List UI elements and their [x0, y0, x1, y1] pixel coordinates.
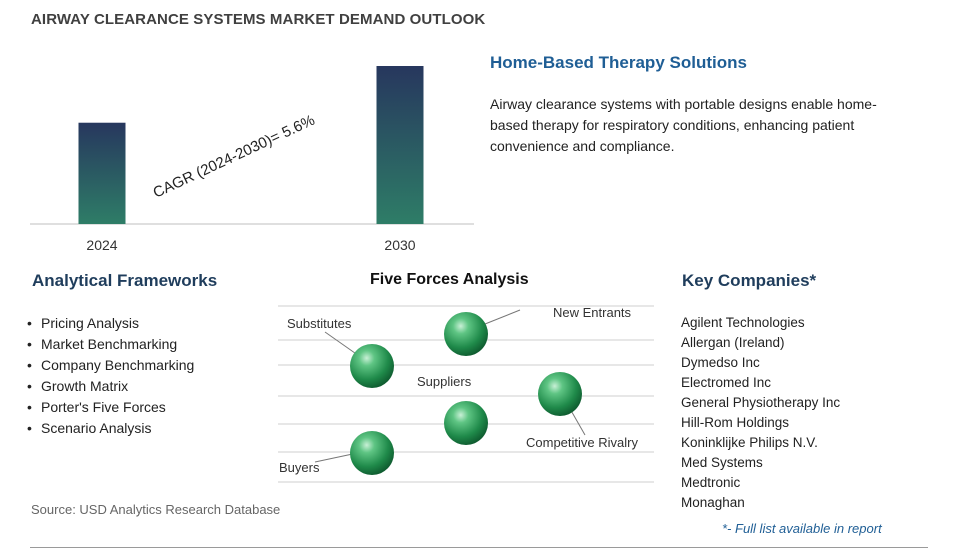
page-title: AIRWAY CLEARANCE SYSTEMS MARKET DEMAND O… — [31, 11, 486, 28]
source-note: Source: USD Analytics Research Database — [31, 502, 281, 517]
force-ball-buyers — [350, 431, 394, 475]
bar-2024 — [78, 122, 126, 224]
label-suppliers: Suppliers — [417, 374, 472, 389]
companies-footnote: *- Full list available in report — [722, 521, 882, 536]
companies-title: Key Companies* — [682, 271, 817, 290]
highlight-title: Home-Based Therapy Solutions — [490, 53, 747, 72]
list-item: Electromed Inc — [681, 375, 772, 390]
force-ball-suppliers — [444, 401, 488, 445]
cagr-annotation: CAGR (2024-2030)= 5.6% — [151, 112, 318, 202]
list-item: Koninklijke Philips N.V. — [681, 435, 818, 450]
tick-label-2030: 2030 — [384, 237, 415, 253]
list-item: Hill-Rom Holdings — [681, 415, 790, 430]
five-forces-diagram: Substitutes New Entrants Suppliers Compe… — [278, 305, 654, 483]
bar-2030 — [376, 66, 424, 224]
frameworks-title: Analytical Frameworks — [32, 271, 218, 290]
companies-list: Agilent Technologies Allergan (Ireland) … — [681, 313, 840, 513]
label-new-entrants: New Entrants — [553, 305, 632, 320]
five-forces-title: Five Forces Analysis — [370, 271, 529, 288]
label-substitutes: Substitutes — [287, 316, 352, 331]
force-ball-competitive-rivalry — [538, 372, 582, 416]
label-competitive-rivalry: Competitive Rivalry — [526, 435, 638, 450]
list-item: Medtronic — [681, 475, 741, 490]
list-item: Growth Matrix — [27, 376, 194, 397]
list-item: General Physiotherapy Inc — [681, 395, 841, 410]
list-item: Allergan (Ireland) — [681, 335, 785, 350]
force-ball-new-entrants — [444, 312, 488, 356]
force-ball-substitutes — [350, 344, 394, 388]
bottom-divider — [30, 547, 928, 548]
frameworks-list: Pricing Analysis Market Benchmarking Com… — [27, 313, 194, 439]
list-item: Monaghan — [681, 495, 745, 510]
list-item: Dymedso Inc — [681, 355, 760, 370]
highlight-text: Airway clearance systems with portable d… — [490, 96, 877, 154]
label-buyers: Buyers — [279, 460, 320, 475]
list-item: Market Benchmarking — [27, 334, 194, 355]
list-item: Med Systems — [681, 455, 763, 470]
list-item: Pricing Analysis — [27, 313, 194, 334]
list-item: Scenario Analysis — [27, 418, 194, 439]
bar-chart: 2024 2030 CAGR (2024-2030)= 5.6% — [30, 66, 474, 253]
list-item: Company Benchmarking — [27, 355, 194, 376]
list-item: Agilent Technologies — [681, 315, 805, 330]
list-item: Porter's Five Forces — [27, 397, 194, 418]
tick-label-2024: 2024 — [86, 237, 117, 253]
